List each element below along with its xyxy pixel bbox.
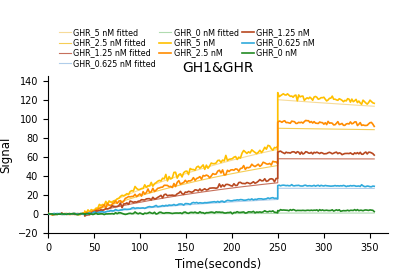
Legend: GHR_5 nM fitted, GHR_2.5 nM fitted, GHR_1.25 nM fitted, GHR_0.625 nM fitted, GHR: GHR_5 nM fitted, GHR_2.5 nM fitted, GHR_… bbox=[56, 25, 318, 71]
Title: GH1&GHR: GH1&GHR bbox=[182, 61, 254, 75]
Y-axis label: Signal: Signal bbox=[0, 136, 12, 173]
X-axis label: Time(seconds): Time(seconds) bbox=[175, 258, 261, 271]
